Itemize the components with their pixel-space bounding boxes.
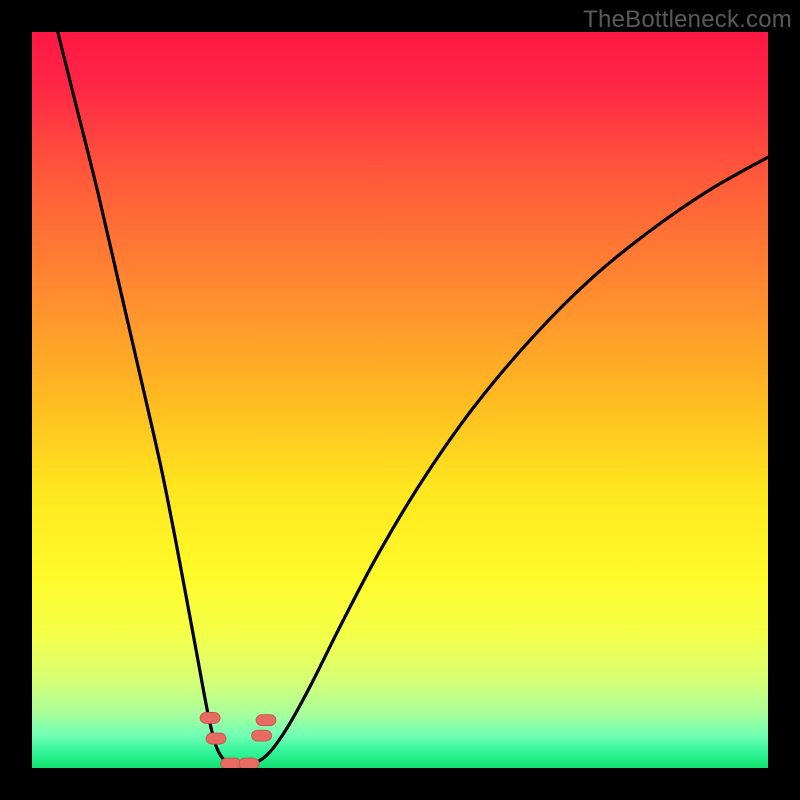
watermark-text: TheBottleneck.com <box>583 6 792 34</box>
chart-frame: TheBottleneck.com <box>0 0 800 800</box>
data-marker <box>239 758 259 768</box>
data-marker <box>206 733 226 744</box>
data-marker <box>200 712 220 723</box>
data-marker <box>256 715 276 726</box>
marker-layer <box>200 712 276 768</box>
curve-layer <box>32 32 768 768</box>
data-marker <box>252 730 272 741</box>
plot-area <box>32 32 768 768</box>
data-marker <box>221 758 241 768</box>
bottleneck-curve <box>58 32 768 764</box>
